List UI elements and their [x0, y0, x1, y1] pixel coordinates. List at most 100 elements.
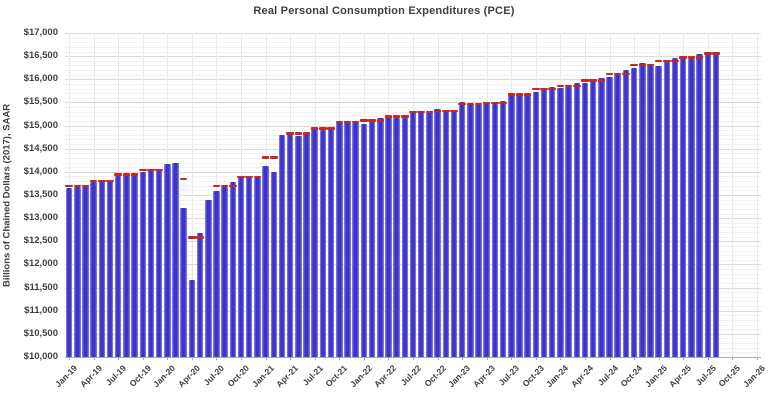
bar — [532, 91, 540, 357]
bar — [524, 93, 531, 357]
x-axis-tick — [535, 357, 537, 360]
quarterly-average-dash — [630, 63, 638, 67]
bar — [467, 104, 474, 357]
bar — [344, 120, 351, 357]
bar — [712, 53, 720, 357]
quarterly-average-dash — [310, 127, 319, 130]
x-tick-label: Apr-19 — [77, 363, 104, 390]
x-axis-tick — [511, 357, 513, 360]
quarterly-average-dash — [98, 179, 106, 183]
quarterly-average-dash — [515, 93, 524, 96]
bar — [622, 70, 630, 357]
x-tick-label: Jan-25 — [642, 363, 669, 390]
bar — [311, 128, 318, 357]
quarterly-average-dash — [442, 109, 450, 112]
x-axis-tick — [560, 357, 562, 360]
bar — [639, 62, 646, 357]
y-tick-label: $16,000 — [23, 73, 58, 85]
x-tick-label: Oct-24 — [618, 363, 645, 389]
quarterly-average-dash — [335, 120, 344, 124]
vertical-gridline — [732, 33, 734, 357]
quarterly-average-dash — [106, 179, 114, 183]
quarterly-average-dash — [499, 101, 507, 105]
x-axis-tick — [486, 357, 488, 360]
quarterly-average-dash — [474, 102, 483, 106]
quarterly-average-dash — [663, 59, 671, 63]
quarterly-average-dash — [81, 184, 90, 188]
bar — [663, 60, 671, 357]
quarterly-average-dash — [458, 102, 466, 106]
x-tick-label: Apr-21 — [274, 363, 301, 390]
x-tick-label: Jan-22 — [347, 363, 374, 390]
bar — [131, 173, 138, 357]
quarterly-average-dash — [417, 110, 425, 114]
bar — [565, 86, 572, 357]
quarterly-average-dash — [139, 168, 147, 172]
bar — [245, 176, 253, 357]
bar — [606, 76, 613, 357]
bar — [65, 187, 73, 357]
x-axis-tick — [732, 357, 734, 360]
quarterly-average-dash — [302, 132, 311, 135]
x-axis-tick — [658, 357, 660, 360]
quarterly-average-dash — [343, 120, 352, 124]
bar — [172, 163, 179, 357]
x-tick-label: Jul-20 — [202, 363, 227, 388]
bar — [352, 123, 359, 357]
bar — [393, 117, 400, 357]
bar — [573, 83, 580, 357]
y-tick-label: $15,500 — [23, 96, 58, 108]
bar — [491, 103, 499, 357]
bar — [679, 58, 687, 357]
quarterly-average-dash — [392, 115, 401, 118]
bar — [647, 64, 654, 357]
quarterly-average-dash — [220, 184, 229, 188]
quarterly-average-dash — [695, 56, 704, 59]
quarterly-average-dash — [65, 184, 73, 188]
x-axis-tick — [413, 357, 414, 360]
quarterly-average-dash — [130, 173, 139, 176]
bar — [589, 81, 597, 357]
bar — [548, 86, 556, 357]
quarterly-average-dash — [597, 79, 606, 82]
bar — [74, 186, 81, 357]
bar — [123, 174, 130, 357]
bar — [106, 180, 114, 357]
x-axis-tick — [93, 357, 95, 360]
quarterly-average-dash — [270, 156, 278, 159]
bar — [704, 53, 712, 357]
quarterly-average-dash — [409, 110, 417, 114]
quarterly-average-dash — [613, 72, 622, 76]
y-tick-label: $14,500 — [23, 142, 58, 154]
bar — [671, 57, 679, 357]
y-tick-label: $12,000 — [23, 258, 58, 270]
bar — [483, 103, 490, 357]
y-tick-label: $16,500 — [23, 50, 58, 62]
bar — [434, 108, 441, 357]
bar — [221, 186, 228, 357]
x-axis-tick — [118, 357, 120, 360]
bar — [598, 78, 605, 357]
x-tick-label: Jul-21 — [300, 363, 325, 388]
x-tick-label: Jul-22 — [398, 363, 424, 388]
bar — [327, 126, 335, 357]
bar — [557, 88, 564, 357]
x-axis-tick — [142, 357, 144, 360]
x-tick-label: Jul-19 — [103, 363, 129, 388]
bar — [458, 102, 466, 357]
x-tick-label: Apr-23 — [470, 363, 497, 390]
x-tick-label: Apr-24 — [568, 363, 596, 390]
quarterly-average-dash — [638, 63, 647, 67]
bar — [442, 111, 449, 357]
quarterly-average-dash — [704, 52, 712, 55]
y-tick-label: $14,000 — [23, 165, 58, 177]
quarterly-average-dash — [294, 132, 303, 135]
y-tick-label: $12,500 — [23, 235, 58, 247]
y-tick-label: $11,000 — [24, 304, 58, 316]
quarterly-average-dash — [573, 84, 581, 88]
bar — [409, 112, 417, 357]
bar — [254, 178, 261, 357]
bar — [581, 82, 589, 357]
plot-area — [65, 33, 761, 358]
